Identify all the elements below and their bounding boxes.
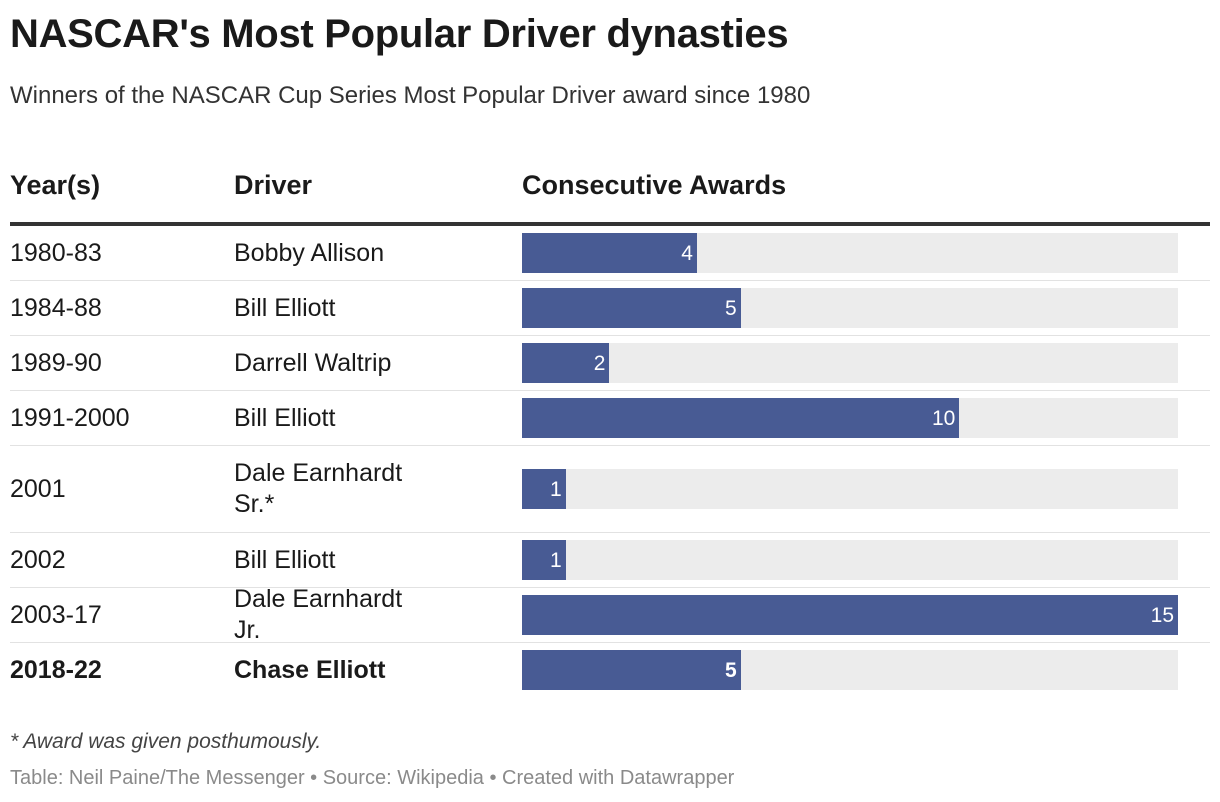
bar-value-label: 1 — [550, 477, 562, 501]
row-years: 2018-22 — [10, 655, 102, 684]
row-bar-cell: 5 — [522, 643, 1178, 697]
bar: 10 — [522, 398, 960, 438]
table-header: Year(s) Driver Consecutive Awards — [10, 170, 1210, 226]
bar-value-label: 15 — [1150, 603, 1174, 627]
footnote: * Award was given posthumously. — [10, 730, 322, 753]
table-row: 2003-17 Dale Earnhardt Jr. 15 — [10, 585, 1210, 644]
row-years: 2001 — [10, 474, 66, 503]
row-driver: Dale Earnhardt Jr. — [234, 585, 403, 644]
row-bar-cell: 1 — [522, 446, 1178, 532]
bar-value-label: 2 — [593, 351, 606, 375]
bar: 1 — [522, 469, 566, 509]
header-years: Year(s) — [10, 170, 101, 200]
row-bar-cell: 2 — [522, 336, 1178, 390]
table-body: 1980-83 Bobby Allison 4 1984-88 Bill Elliott… — [10, 226, 1210, 697]
table-row: 2018-22 Chase Elliott 5 — [10, 643, 1210, 697]
bar: 5 — [522, 288, 741, 328]
row-bar-cell: 10 — [522, 391, 1178, 445]
row-bar-cell: 1 — [522, 533, 1178, 587]
bar-track: 5 — [522, 288, 1178, 328]
row-bar-cell: 4 — [522, 226, 1178, 280]
bar-track: 2 — [522, 343, 1178, 383]
table-row: 1980-83 Bobby Allison 4 — [10, 226, 1210, 281]
bar-value-label: 1 — [550, 548, 562, 572]
row-bar-cell: 15 — [522, 588, 1178, 642]
bar-value-label: 4 — [681, 241, 693, 265]
header-driver: Driver — [234, 170, 313, 200]
row-years: 1989-90 — [10, 348, 102, 377]
table-row: 1984-88 Bill Elliott 5 — [10, 281, 1210, 336]
bar: 4 — [522, 233, 697, 273]
row-years: 1991-2000 — [10, 403, 130, 432]
bar: 5 — [522, 650, 741, 690]
bar-track: 10 — [522, 398, 1178, 438]
row-years: 1984-88 — [10, 293, 102, 322]
bar-value-label: 5 — [724, 658, 737, 682]
row-bar-cell: 5 — [522, 281, 1178, 335]
table-row: 1991-2000 Bill Elliott 10 — [10, 391, 1210, 446]
bar-value-label: 10 — [931, 406, 956, 430]
bar-track: 1 — [522, 540, 1178, 580]
row-driver: Darrell Waltrip — [234, 348, 392, 377]
bar-track: 4 — [522, 233, 1178, 273]
row-years: 1980-83 — [10, 238, 102, 267]
row-driver: Bobby Allison — [234, 238, 385, 267]
bar-track: 1 — [522, 469, 1178, 509]
row-driver: Bill Elliott — [234, 403, 336, 432]
bar: 1 — [522, 540, 566, 580]
table-row: 2002 Bill Elliott 1 — [10, 533, 1210, 588]
bar-value-label: 5 — [724, 296, 737, 320]
bar-track: 5 — [522, 650, 1178, 690]
chart-subtitle: Winners of the NASCAR Cup Series Most Po… — [10, 82, 811, 109]
table-row: 2001 Dale Earnhardt Sr.* 1 — [10, 446, 1210, 533]
row-driver: Bill Elliott — [234, 293, 336, 322]
row-driver: Dale Earnhardt Sr.* — [234, 459, 403, 518]
bar-track: 15 — [522, 595, 1178, 635]
table-row: 1989-90 Darrell Waltrip 2 — [10, 336, 1210, 391]
row-driver: Bill Elliott — [234, 545, 336, 574]
source-note: Table: Neil Paine/The Messenger • Source… — [10, 767, 735, 789]
bar: 2 — [522, 343, 610, 383]
row-years: 2002 — [10, 545, 66, 574]
row-years: 2003-17 — [10, 600, 102, 629]
header-awards: Consecutive Awards — [522, 170, 787, 200]
bar: 15 — [522, 595, 1178, 635]
chart-title: NASCAR's Most Popular Driver dynasties — [10, 12, 789, 56]
row-driver: Chase Elliott — [234, 655, 386, 684]
